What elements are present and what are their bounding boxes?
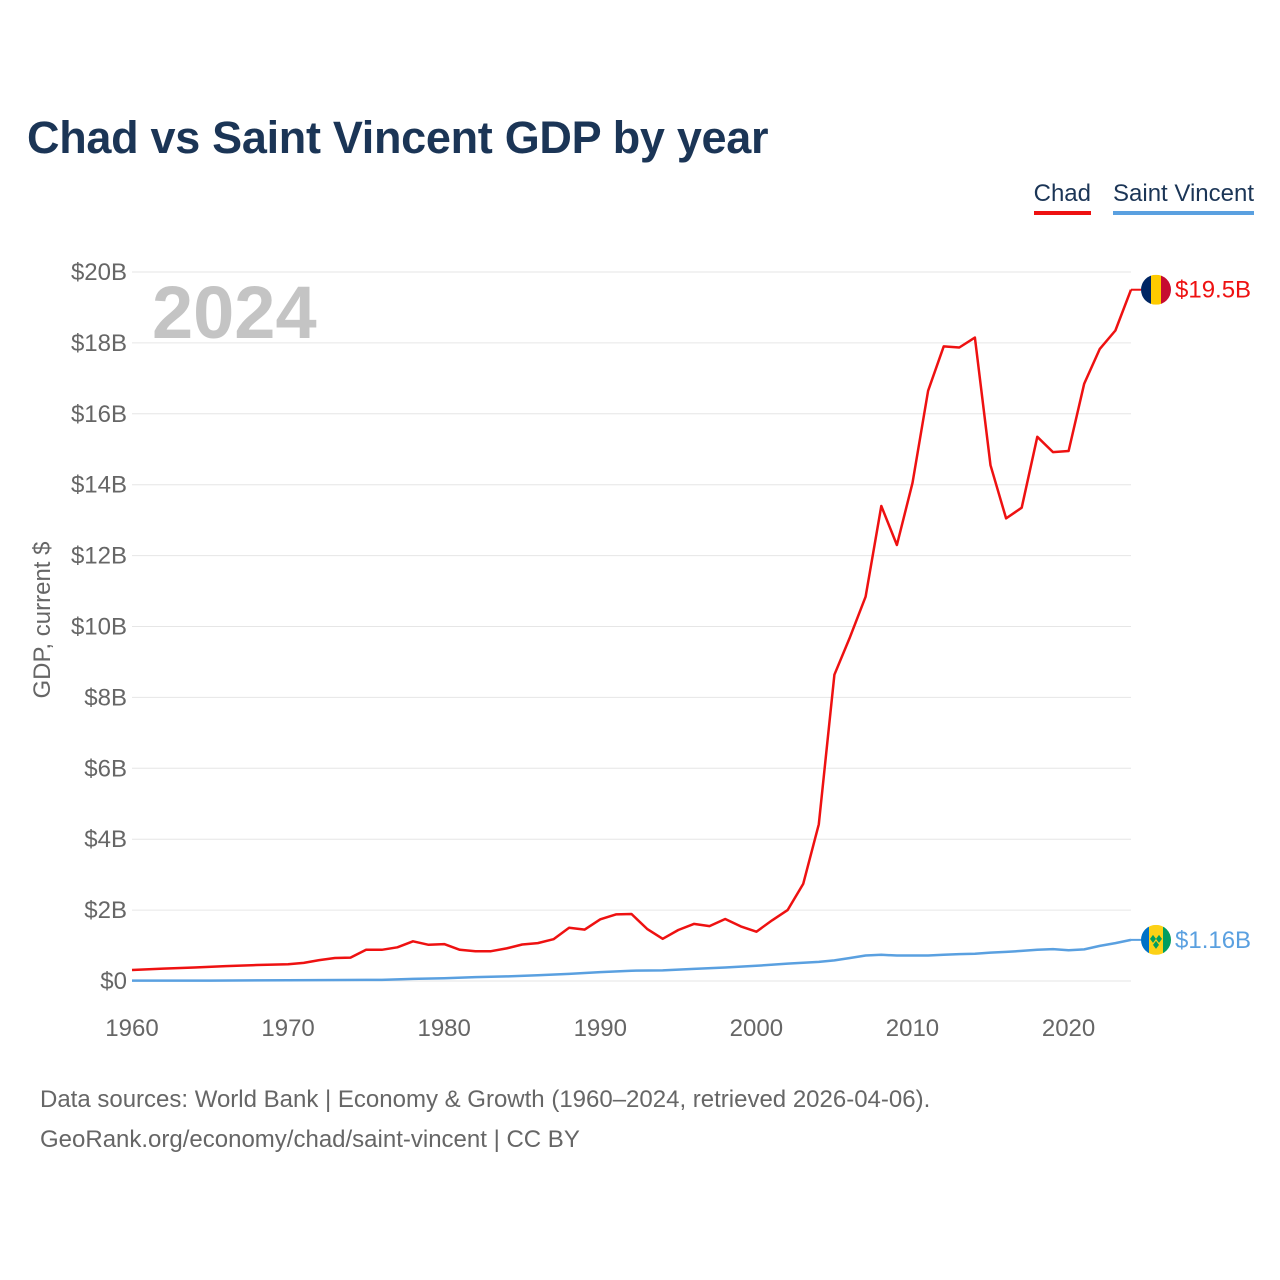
x-tick-label: 1990 [574, 1015, 627, 1042]
y-axis: $0 $2B $4B $6B $8B $10B $12B $14B $16B $18B $20B [71, 259, 127, 995]
x-tick-label: 2010 [886, 1015, 939, 1042]
y-tick-label: $0 [100, 968, 127, 995]
y-tick-label: $16B [71, 401, 127, 428]
series-line-chad [131, 289, 1133, 972]
legend-item-chad[interactable]: Chad [1033, 180, 1091, 215]
y-tick-label: $12B [71, 543, 127, 570]
x-axis: 1960 1970 1980 1990 2000 2010 2020 [105, 1015, 1095, 1042]
legend-item-saint-vincent[interactable]: Saint Vincent [1113, 180, 1254, 215]
gridlines [132, 271, 1131, 982]
source-line-1: Data sources: World Bank | Economy & Gro… [40, 1086, 931, 1113]
y-tick-label: $2B [84, 897, 127, 924]
saint-vincent-end-label: $1.16B [1175, 927, 1251, 954]
x-tick-label: 1970 [261, 1015, 314, 1042]
y-tick-label: $14B [71, 472, 127, 499]
y-tick-label: $18B [71, 330, 127, 357]
y-tick-label: $8B [84, 684, 127, 711]
source-line-2: GeoRank.org/economy/chad/saint-vincent |… [40, 1126, 580, 1153]
x-tick-label: 2000 [730, 1015, 783, 1042]
chad-end-label: $19.5B [1175, 277, 1251, 304]
y-tick-label: $4B [84, 826, 127, 853]
chart-title: Chad vs Saint Vincent GDP by year [27, 112, 769, 163]
chad-flag-icon [1141, 274, 1171, 305]
x-tick-label: 2020 [1042, 1015, 1095, 1042]
series [131, 288, 1141, 982]
x-tick-label: 1960 [105, 1015, 158, 1042]
year-watermark: 2024 [152, 271, 317, 354]
source-note: Data sources: World Bank | Economy & Gro… [40, 1080, 930, 1160]
y-axis-title: GDP, current $ [29, 542, 56, 699]
y-tick-label: $6B [84, 755, 127, 782]
y-tick-label: $20B [71, 259, 127, 286]
x-tick-label: 1980 [417, 1015, 470, 1042]
series-line-saint-vincent [132, 938, 1132, 982]
y-tick-label: $10B [71, 614, 127, 641]
saint-vincent-flag-icon [1141, 924, 1171, 955]
legend: Chad Saint Vincent [1033, 180, 1254, 215]
